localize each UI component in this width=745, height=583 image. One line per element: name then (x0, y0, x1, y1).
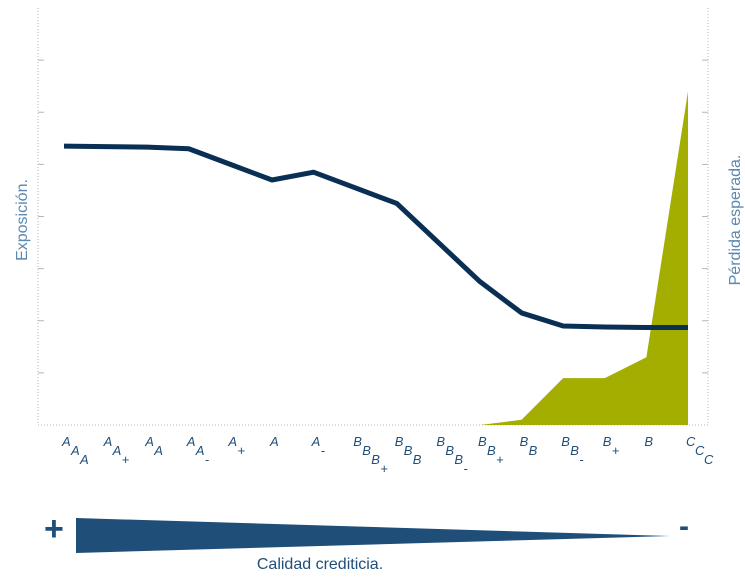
higher-quality-plus: + (44, 510, 64, 548)
x-tick-label: BBB (395, 434, 422, 467)
credit-quality-wedge (76, 518, 670, 553)
credit-quality-label: Calidad crediticia. (256, 556, 384, 573)
expected-loss-area (64, 91, 688, 426)
x-tick-label: CCC (686, 434, 714, 467)
x-tick-label: AA- (186, 434, 210, 467)
lower-quality-minus: - (679, 510, 689, 543)
x-tick-label: BB+ (478, 434, 504, 467)
right-axis-ticks (702, 59, 708, 374)
x-tick-label: B+ (603, 434, 620, 458)
x-tick-label: A (269, 434, 279, 449)
exposure-line (63, 143, 688, 331)
x-tick-label: A+ (227, 434, 245, 458)
x-tick-label: B (644, 434, 653, 449)
x-tick-label: BBB+ (353, 434, 388, 476)
chart-axes (37, 8, 709, 426)
x-tick-label: AA (144, 434, 163, 458)
y-axis-left-title: Exposición. (14, 179, 31, 261)
x-tick-label: AAA (61, 434, 89, 467)
x-tick-label: BBB- (436, 434, 468, 476)
left-axis-ticks (38, 59, 44, 374)
y-axis-right-title: Pérdida esperada. (727, 155, 744, 286)
x-tick-label: BB (520, 434, 538, 458)
x-tick-label: BB- (561, 434, 584, 467)
x-tick-label: AA+ (103, 434, 130, 467)
x-tick-label: A- (311, 434, 326, 458)
